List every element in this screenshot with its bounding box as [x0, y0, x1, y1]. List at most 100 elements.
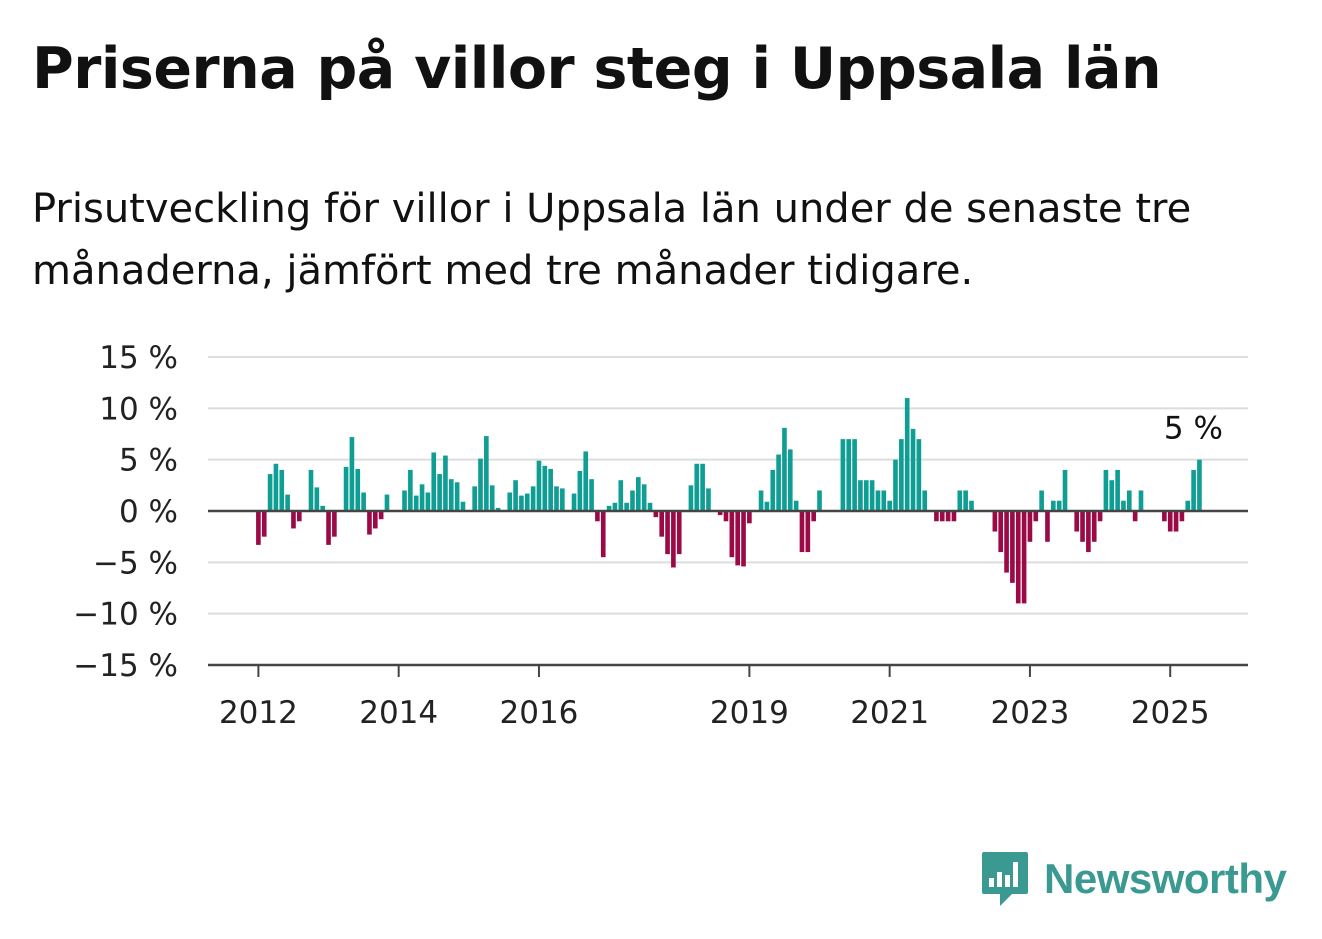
- bar-positive: [408, 469, 413, 511]
- bar-negative: [1167, 511, 1173, 532]
- bar-positive: [519, 495, 524, 511]
- bar-positive: [893, 459, 898, 511]
- bar-positive: [308, 469, 314, 511]
- bar-positive: [700, 463, 705, 511]
- bar-positive: [1039, 490, 1044, 511]
- bar-negative: [1091, 511, 1097, 542]
- bar-negative: [659, 511, 665, 537]
- bar-positive: [589, 479, 594, 511]
- bar-positive: [1121, 500, 1126, 511]
- bar-negative: [671, 511, 676, 568]
- bar-positive: [910, 428, 916, 511]
- bar-positive: [758, 490, 764, 511]
- bar-positive: [448, 479, 454, 511]
- bar-negative: [1080, 511, 1085, 542]
- x-tick-label: 2023: [990, 695, 1069, 731]
- bar-positive: [787, 449, 793, 511]
- bar-positive: [1056, 500, 1062, 511]
- x-tick-label: 2025: [1131, 695, 1210, 731]
- bar-negative: [735, 511, 741, 566]
- bar-negative: [332, 511, 337, 537]
- bar-positive: [314, 487, 320, 511]
- bar-positive: [560, 488, 565, 511]
- bar-negative: [998, 511, 1004, 553]
- bar-positive: [706, 488, 711, 511]
- bar-positive: [355, 468, 361, 511]
- bar-positive: [349, 437, 355, 511]
- bar-negative: [372, 511, 378, 529]
- bar-positive: [267, 474, 273, 511]
- bar-positive: [922, 490, 928, 511]
- axes: [208, 509, 1248, 677]
- bar-positive: [612, 502, 618, 511]
- bar-negative: [665, 511, 670, 555]
- gridlines: [208, 356, 1248, 615]
- bar-positive: [957, 490, 963, 511]
- bar-positive: [858, 480, 863, 511]
- bar-positive: [460, 501, 466, 511]
- bar-positive: [817, 490, 822, 511]
- bar-negative: [951, 511, 957, 522]
- bar-negative: [717, 511, 723, 516]
- bar-positive: [887, 500, 892, 511]
- bar-positive: [454, 482, 460, 511]
- bar-positive: [536, 460, 542, 511]
- bar-negative: [291, 511, 296, 529]
- bar-negative: [1097, 511, 1103, 522]
- bar-negative: [1086, 511, 1091, 553]
- bar-positive: [916, 439, 922, 511]
- bar-positive: [343, 466, 349, 511]
- bar-positive: [869, 480, 875, 511]
- bar-positive: [279, 469, 285, 511]
- bar-positive: [776, 454, 781, 511]
- bar-negative: [676, 511, 682, 555]
- bar-negative: [729, 511, 735, 558]
- bar-negative: [1027, 511, 1033, 542]
- bar-negative: [600, 511, 606, 558]
- bar-positive: [513, 480, 518, 511]
- bar-negative: [261, 511, 267, 537]
- chart-title: Priserna på villor steg i Uppsala län: [32, 36, 1162, 102]
- y-tick-label: 15 %: [99, 340, 178, 376]
- bar-positive: [530, 486, 536, 511]
- y-tick-label: 10 %: [99, 391, 178, 427]
- bar-positive: [507, 492, 513, 511]
- bar-negative: [934, 511, 939, 522]
- bar-positive: [554, 486, 559, 511]
- bar-positive: [495, 507, 501, 511]
- bar-negative: [741, 511, 746, 567]
- bar-positive: [1115, 469, 1120, 511]
- bar-positive: [1103, 469, 1109, 511]
- bar-positive: [852, 439, 857, 511]
- bar-negative: [747, 511, 752, 524]
- latest-value-annotation: 5 %: [1164, 411, 1223, 447]
- bar-negative: [256, 511, 261, 545]
- bar-positive: [764, 501, 770, 511]
- bar-positive: [840, 439, 846, 511]
- bar-negative: [1132, 511, 1138, 522]
- bar-positive: [583, 451, 589, 511]
- y-tick-label: 0 %: [119, 494, 178, 530]
- bar-positive: [688, 485, 694, 511]
- bar-positive: [1126, 490, 1132, 511]
- bar-positive: [899, 439, 904, 511]
- x-tick-label: 2012: [219, 695, 298, 731]
- bar-positive: [875, 490, 881, 511]
- bar-negative: [653, 511, 659, 518]
- bar-positive: [285, 494, 290, 511]
- bar-negative: [1045, 511, 1050, 542]
- x-tick-label: 2019: [710, 695, 789, 731]
- tick-labels: 15 % 10 % 5 % 0 % −5 % −10 % −15 % 2012 2014 2016…: [73, 340, 1223, 731]
- bar-negative: [367, 511, 372, 535]
- bar-positive: [606, 505, 612, 511]
- bar-negative: [939, 511, 945, 522]
- bar-negative: [1010, 511, 1015, 583]
- bar-positive: [402, 490, 407, 511]
- bar-negative: [945, 511, 951, 522]
- bar-positive: [636, 477, 641, 511]
- bar-positive: [630, 490, 635, 511]
- bar-positive: [320, 505, 326, 511]
- bar-positive: [548, 468, 553, 511]
- bar-positive: [361, 492, 366, 511]
- bar-positive: [1062, 469, 1068, 511]
